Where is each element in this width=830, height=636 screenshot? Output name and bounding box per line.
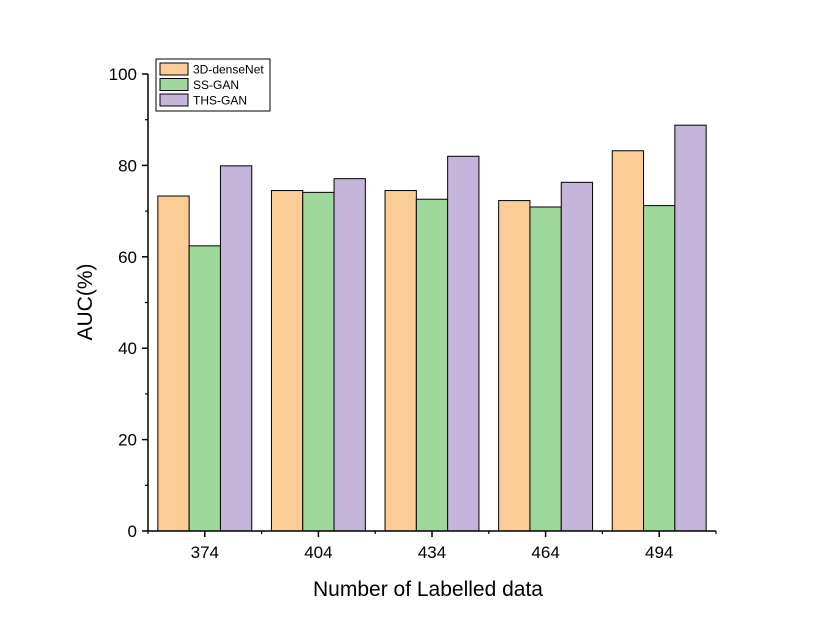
y-tick-label: 100: [109, 65, 137, 84]
x-tick-label: 404: [304, 543, 332, 562]
bar-ths-gan-494: [674, 124, 707, 532]
x-ticks-group: 374 404 434 464 494: [147, 531, 717, 562]
bar-3d-densenet-404: [270, 190, 304, 532]
bar-ths-gan-434: [447, 155, 480, 532]
bar-3d-densenet-464: [498, 200, 531, 532]
bar-ths-gan-404: [333, 178, 366, 532]
bar-3d-densenet-494: [611, 150, 645, 532]
y-tick-label: 40: [118, 339, 137, 358]
x-tick-label: 434: [418, 543, 446, 562]
bar-ths-gan-464: [560, 181, 594, 532]
y-tick-label: 60: [118, 248, 137, 267]
x-axis-title: Number of Labelled data: [313, 578, 543, 601]
legend-swatch-ths-gan: [159, 93, 189, 107]
legend-label: 3D-denseNet: [193, 63, 264, 77]
bar-ss-gan-404: [302, 191, 335, 532]
x-tick-label: 374: [191, 543, 219, 562]
bar-ss-gan-434: [415, 198, 449, 532]
bar-3d-densenet-434: [384, 190, 417, 532]
bar-ths-gan-374: [219, 165, 253, 532]
y-tick-label: 20: [118, 431, 137, 450]
bars-group: [157, 124, 707, 532]
bar-3d-densenet-374: [157, 195, 190, 532]
legend-swatch-3d-densenet: [159, 62, 189, 76]
legend-swatch-ss-gan: [159, 78, 189, 91]
bar-ss-gan-494: [643, 205, 676, 532]
legend-label: THS-GAN: [193, 94, 247, 108]
bar-ss-gan-374: [188, 245, 221, 532]
y-tick-label: 0: [128, 522, 137, 541]
legend-label: SS-GAN: [193, 78, 239, 92]
y-ticks-group: 0 20 40 60 80 100: [109, 65, 148, 541]
x-tick-label: 464: [531, 543, 559, 562]
y-tick-label: 80: [118, 156, 137, 175]
x-tick-label: 494: [645, 543, 673, 562]
y-axis-title: AUC(%): [74, 264, 97, 341]
bar-ss-gan-464: [529, 206, 562, 532]
